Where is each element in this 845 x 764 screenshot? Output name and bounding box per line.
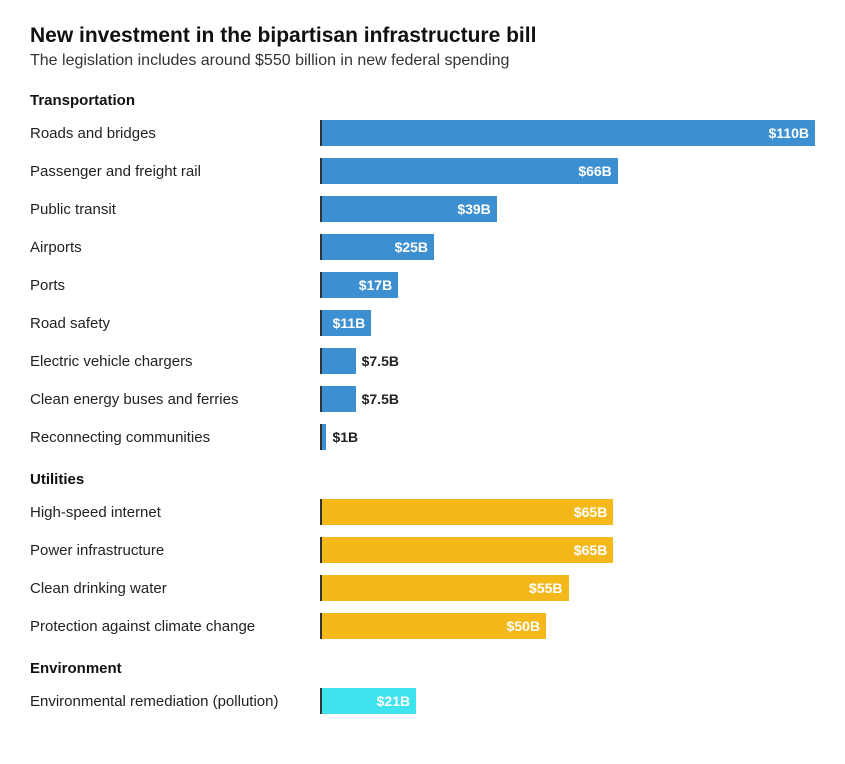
bar: $66B	[322, 158, 618, 184]
bar-value-label: $11B	[327, 310, 372, 336]
bar-track: $25B	[320, 234, 815, 260]
bar: $21B	[322, 688, 416, 714]
bar-row: Road safety $11B	[30, 307, 815, 339]
bar-row: Electric vehicle chargers$7.5B	[30, 345, 815, 377]
bar-row-label: Public transit	[30, 201, 320, 218]
bar-row-label: Road safety	[30, 315, 320, 332]
bar: $11B	[322, 310, 371, 336]
bar-value-label: $65B	[568, 537, 613, 563]
bar-value-label: $39B	[451, 196, 496, 222]
bar: $110B	[322, 120, 815, 146]
bar-row: Clean drinking water $55B	[30, 572, 815, 604]
bar-row-label: Reconnecting communities	[30, 429, 320, 446]
bar-value-label: $7.5B	[356, 386, 405, 412]
bar-track: $66B	[320, 158, 815, 184]
bar-row-label: Airports	[30, 239, 320, 256]
bar: $55B	[322, 575, 569, 601]
group-label: Transportation	[30, 92, 815, 109]
bar-row: Environmental remediation (pollution) $21…	[30, 685, 815, 717]
bar-row: Power infrastructure $65B	[30, 534, 815, 566]
bar-row-label: High-speed internet	[30, 504, 320, 521]
bar-row-label: Protection against climate change	[30, 618, 320, 635]
bar-row-label: Power infrastructure	[30, 542, 320, 559]
bar-row: Passenger and freight rail $66B	[30, 155, 815, 187]
bar-row: Roads and bridges $110B	[30, 117, 815, 149]
bar-row-label: Clean energy buses and ferries	[30, 391, 320, 408]
bar-value-label: $1B	[326, 424, 364, 450]
bar-row: Ports $17B	[30, 269, 815, 301]
bar-track: $50B	[320, 613, 815, 639]
bar-row: Clean energy buses and ferries$7.5B	[30, 383, 815, 415]
bar: $65B	[322, 499, 613, 525]
bar-track: $7.5B	[320, 386, 815, 412]
bar-track: $65B	[320, 499, 815, 525]
bar-track: $110B	[320, 120, 815, 146]
bar: $65B	[322, 537, 613, 563]
bar-value-label: $17B	[353, 272, 398, 298]
bar-value-label: $65B	[568, 499, 613, 525]
bar-track: $17B	[320, 272, 815, 298]
bar-value-label: $7.5B	[356, 348, 405, 374]
bar-row: Protection against climate change $50B	[30, 610, 815, 642]
bar-row: Reconnecting communities$1B	[30, 421, 815, 453]
bar: $7.5B	[322, 386, 356, 412]
bar-value-label: $50B	[501, 613, 546, 639]
bar-row-label: Passenger and freight rail	[30, 163, 320, 180]
bar: $50B	[322, 613, 546, 639]
bar: $25B	[322, 234, 434, 260]
group-label: Utilities	[30, 471, 815, 488]
bar-value-label: $66B	[572, 158, 617, 184]
chart-subtitle: The legislation includes around $550 bil…	[30, 52, 815, 70]
bar-track: $11B	[320, 310, 815, 336]
bar-chart: Transportation Roads and bridges $110B Pass…	[30, 92, 815, 717]
chart-title: New investment in the bipartisan infrast…	[30, 24, 815, 48]
bar-row-label: Roads and bridges	[30, 125, 320, 142]
bar-track: $39B	[320, 196, 815, 222]
bar-value-label: $25B	[389, 234, 434, 260]
bar-value-label: $21B	[371, 688, 416, 714]
bar-row-label: Clean drinking water	[30, 580, 320, 597]
bar-track: $65B	[320, 537, 815, 563]
bar-value-label: $110B	[763, 120, 815, 146]
bar-row: High-speed internet $65B	[30, 496, 815, 528]
bar-row-label: Ports	[30, 277, 320, 294]
bar: $1B	[322, 424, 326, 450]
bar-row: Airports $25B	[30, 231, 815, 263]
bar-row-label: Environmental remediation (pollution)	[30, 693, 320, 710]
bar-track: $1B	[320, 424, 815, 450]
bar-row: Public transit $39B	[30, 193, 815, 225]
bar: $17B	[322, 272, 398, 298]
bar-value-label: $55B	[523, 575, 568, 601]
bar-track: $7.5B	[320, 348, 815, 374]
group-label: Environment	[30, 660, 815, 677]
bar-track: $55B	[320, 575, 815, 601]
bar-row-label: Electric vehicle chargers	[30, 353, 320, 370]
bar-track: $21B	[320, 688, 815, 714]
bar: $7.5B	[322, 348, 356, 374]
bar: $39B	[322, 196, 497, 222]
